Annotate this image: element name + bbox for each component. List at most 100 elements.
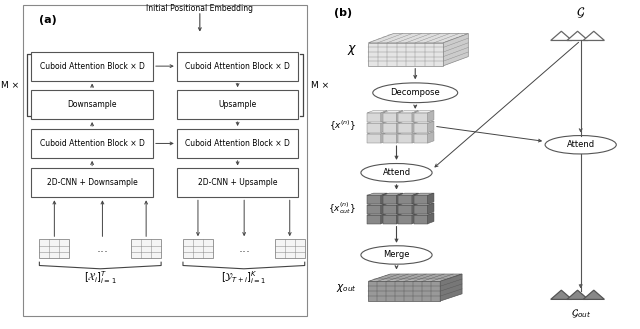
Text: Attend: Attend [383,168,411,177]
Text: Upsample: Upsample [218,100,257,109]
Polygon shape [397,213,403,224]
Polygon shape [398,203,419,205]
Polygon shape [583,290,604,299]
Polygon shape [383,132,403,134]
Bar [183,239,213,258]
Polygon shape [367,205,381,214]
Polygon shape [397,121,403,133]
Bar [177,168,298,197]
Polygon shape [367,203,387,205]
Polygon shape [397,132,403,143]
Polygon shape [383,111,403,113]
Text: Cuboid Attention Block × D: Cuboid Attention Block × D [185,62,290,71]
Polygon shape [583,31,604,40]
Polygon shape [398,193,419,195]
Polygon shape [367,193,387,195]
Bar [177,129,298,158]
Bar [131,239,161,258]
Ellipse shape [361,246,432,264]
Bar [31,129,153,158]
Polygon shape [383,195,397,204]
Text: ...: ... [238,242,250,255]
Polygon shape [550,31,572,40]
Polygon shape [381,203,387,214]
Polygon shape [398,205,412,214]
Polygon shape [414,203,434,205]
Polygon shape [367,195,381,204]
Polygon shape [440,274,462,301]
Polygon shape [381,193,387,204]
Polygon shape [428,193,434,204]
Polygon shape [369,274,462,281]
Text: 2D-CNN + Downsample: 2D-CNN + Downsample [47,178,138,188]
Polygon shape [367,121,387,123]
Bar [40,239,69,258]
Text: (b): (b) [334,8,352,18]
Polygon shape [412,213,419,224]
Text: $\chi_{out}$: $\chi_{out}$ [337,282,357,293]
Polygon shape [383,193,403,195]
Polygon shape [398,195,412,204]
Ellipse shape [372,83,458,103]
Polygon shape [398,113,412,122]
Text: 2D-CNN + Upsample: 2D-CNN + Upsample [198,178,277,188]
Polygon shape [414,195,428,204]
Polygon shape [369,43,444,66]
Text: Decompose: Decompose [390,88,440,97]
Text: (a): (a) [40,15,57,25]
Polygon shape [397,111,403,122]
Polygon shape [383,203,403,205]
Polygon shape [412,132,419,143]
Bar [31,52,153,81]
Polygon shape [398,132,419,134]
Polygon shape [381,121,387,133]
Bar [177,90,298,119]
Text: $\{x^{(n)}_{out}\}$: $\{x^{(n)}_{out}\}$ [328,200,356,215]
Polygon shape [367,132,387,134]
Polygon shape [444,34,468,66]
Polygon shape [428,132,434,143]
Polygon shape [414,215,428,224]
Text: $\chi$: $\chi$ [347,43,357,57]
Polygon shape [383,215,397,224]
Polygon shape [414,121,434,123]
Polygon shape [383,205,397,214]
Polygon shape [412,203,419,214]
Text: $\{x^{(n)}\}$: $\{x^{(n)}\}$ [329,119,356,133]
Polygon shape [367,123,381,133]
Text: M ×: M × [311,81,329,90]
Polygon shape [381,213,387,224]
Polygon shape [412,121,419,133]
Text: Merge: Merge [383,250,410,260]
Polygon shape [398,134,412,143]
Polygon shape [383,113,397,122]
Polygon shape [367,134,381,143]
Polygon shape [367,215,381,224]
Text: Cuboid Attention Block × D: Cuboid Attention Block × D [40,62,145,71]
Polygon shape [367,111,387,113]
Polygon shape [398,121,419,123]
Polygon shape [383,134,397,143]
Polygon shape [414,205,428,214]
Polygon shape [428,121,434,133]
Polygon shape [428,111,434,122]
Polygon shape [414,111,434,113]
Polygon shape [567,31,588,40]
Text: Cuboid Attention Block × D: Cuboid Attention Block × D [185,139,290,148]
Polygon shape [398,123,412,133]
Polygon shape [414,123,428,133]
Polygon shape [414,132,434,134]
Polygon shape [414,113,428,122]
Text: Downsample: Downsample [67,100,117,109]
Bar [31,90,153,119]
Polygon shape [398,213,419,215]
Bar [177,52,298,81]
Text: $\mathcal{G}_{out}$: $\mathcal{G}_{out}$ [571,307,591,319]
Polygon shape [550,290,572,299]
Polygon shape [414,193,434,195]
Text: ...: ... [97,242,108,255]
Bar [275,239,305,258]
Polygon shape [414,213,434,215]
Ellipse shape [545,136,616,154]
Polygon shape [398,215,412,224]
